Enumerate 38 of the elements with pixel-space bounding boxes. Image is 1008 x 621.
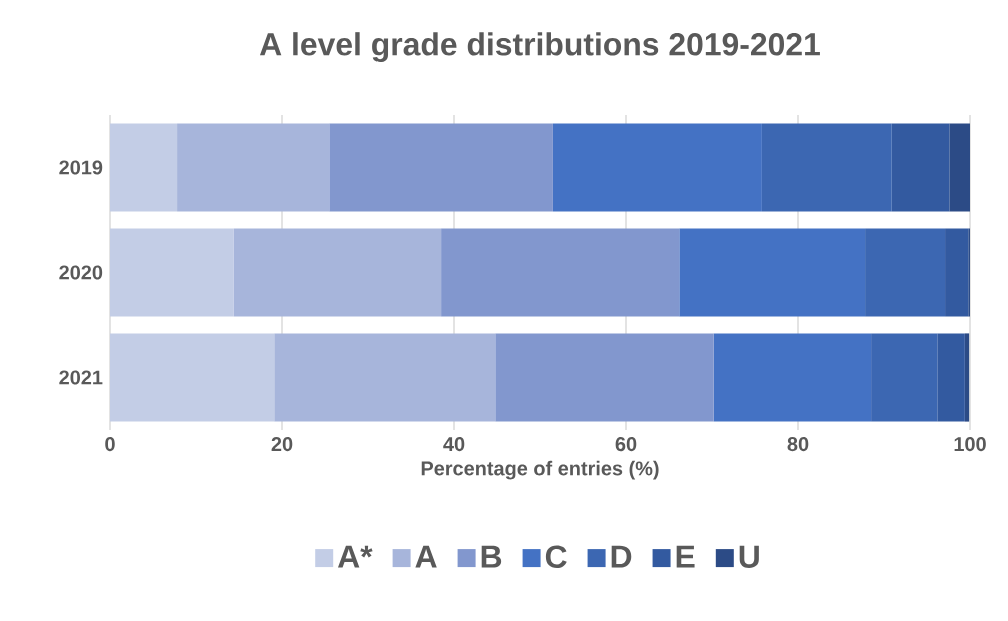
bar: [110, 123, 178, 212]
legend-label: A: [415, 545, 437, 568]
legend-label: B: [481, 545, 502, 568]
x-axis-title: Percentage of entries (%): [421, 460, 659, 480]
x-tick-label: 100: [954, 437, 986, 452]
legend-label: D: [611, 545, 632, 568]
bar: [233, 228, 442, 317]
x-tick-label: 0: [105, 437, 115, 452]
legend-label: C: [545, 545, 567, 569]
x-tick-label: 80: [787, 437, 809, 452]
bar: [441, 228, 680, 317]
legend-label: E: [676, 545, 695, 568]
legend-label: A*: [337, 545, 373, 568]
bar: [110, 333, 275, 422]
bar: [274, 333, 496, 422]
bar: [679, 228, 866, 317]
bar: [937, 333, 965, 422]
bar: [761, 123, 892, 212]
y-tick-label: 2019: [59, 160, 103, 175]
bar: [964, 333, 970, 422]
x-tick-label: 40: [443, 437, 465, 452]
legend-label: U: [739, 545, 759, 568]
chart-title: A level grade distributions 2019-2021: [259, 32, 820, 62]
bar: [713, 333, 872, 422]
bar: [949, 123, 971, 212]
bar: [552, 123, 762, 212]
y-tick-label: 2020: [59, 265, 103, 280]
bar: [945, 228, 969, 317]
bar: [865, 228, 946, 317]
bar: [329, 123, 553, 212]
x-tick-label: 60: [615, 437, 637, 452]
bar: [495, 333, 714, 422]
bar: [891, 123, 950, 212]
x-tick-label: 20: [271, 437, 293, 452]
y-tick-label: 2021: [59, 370, 103, 385]
bar: [110, 228, 234, 317]
bar: [871, 333, 938, 422]
bar: [177, 123, 330, 212]
